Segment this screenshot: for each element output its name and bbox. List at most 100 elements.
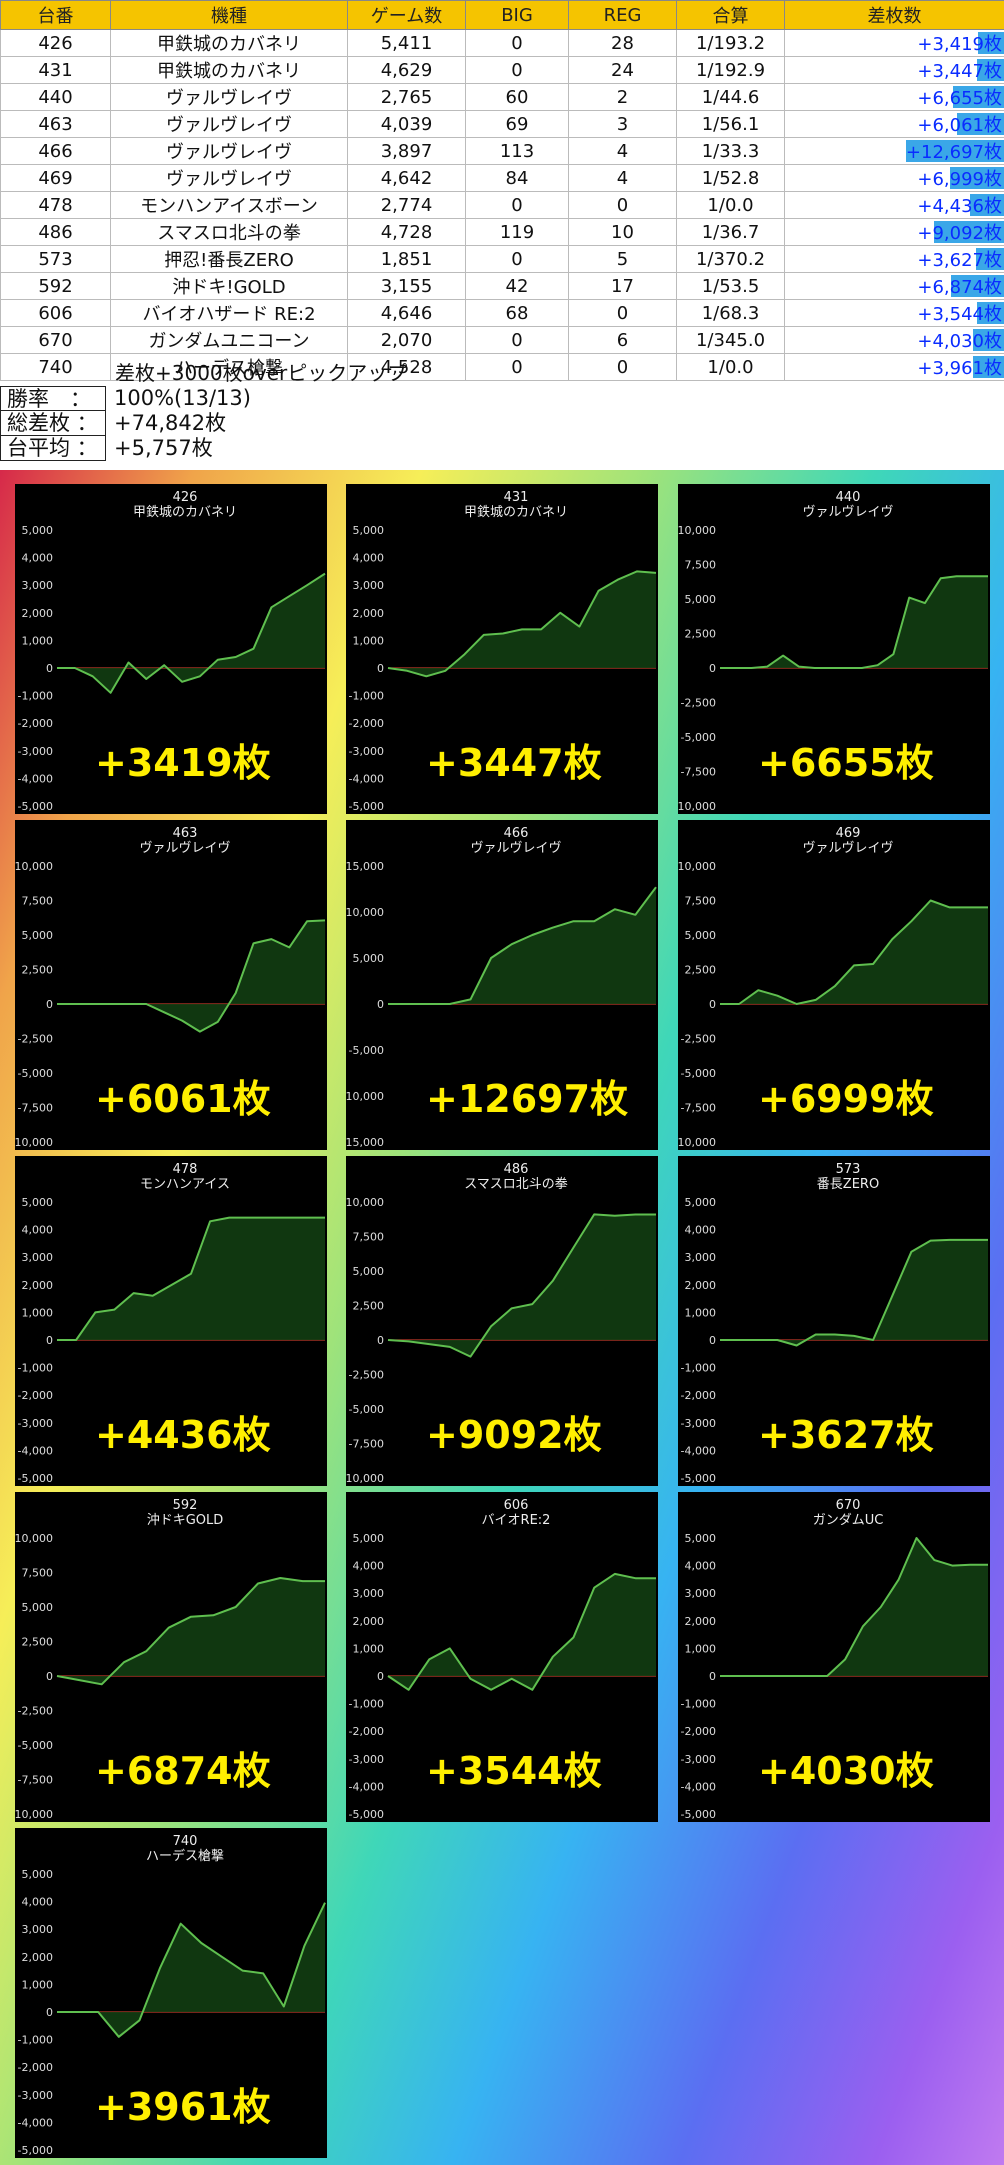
- cell-games: 4,629: [347, 56, 466, 84]
- y-tick-label: -7,500: [681, 1102, 716, 1115]
- cell-diff: +9,092枚: [784, 218, 1004, 246]
- charts-panel: 426 甲鉄城のカバネリ 5,000 4,000 3,000 2,000 1,000 0 -1,…: [0, 470, 1004, 2165]
- cell-games: 4,528: [347, 353, 466, 381]
- y-tick-label: 0: [377, 1334, 384, 1347]
- y-tick-label: -5,000: [18, 800, 53, 813]
- cell-diff: +3,627枚: [784, 245, 1004, 273]
- stat-label: 総差枚 ：: [0, 411, 106, 436]
- chart-card-440: 440 ヴァルヴレイヴ 10,000 7,500 5,000 2,500 0 -2,500 -5…: [678, 484, 990, 814]
- chart-card-478: 478 モンハンアイス 5,000 4,000 3,000 2,000 1,000 0 -1,0…: [15, 1156, 327, 1486]
- diff-bar: [972, 329, 1004, 351]
- stat-value: 100%(13/13): [114, 386, 251, 410]
- cell-reg: 0: [568, 353, 677, 381]
- chart-title: ガンダムUC: [813, 1513, 884, 1528]
- y-tick-label: 5,000: [22, 524, 54, 537]
- chart-number: 440: [836, 490, 861, 505]
- chart-card-740: 740 ハーデス槍撃 5,000 4,000 3,000 2,000 1,000 0 -1,00…: [15, 1828, 327, 2158]
- series-line: [388, 886, 657, 1005]
- cell-total: 1/53.5: [676, 272, 785, 300]
- y-tick-label: 5,000: [22, 1868, 54, 1881]
- series-line: [57, 919, 326, 1033]
- table-row: 478 モンハンアイスボーン 2,774 0 0 1/0.0 +4,436枚: [0, 191, 1004, 219]
- diff-bar: [977, 59, 1004, 81]
- cell-games: 4,642: [347, 164, 466, 192]
- cell-games: 4,728: [347, 218, 466, 246]
- y-tick-label: -1,000: [681, 1362, 716, 1375]
- cell-reg: 0: [568, 299, 677, 327]
- cell-total: 1/0.0: [676, 191, 785, 219]
- series-area: [57, 1902, 325, 2037]
- cell-diff: +6,999枚: [784, 164, 1004, 192]
- series-line: [720, 1537, 988, 1677]
- y-tick-label: -5,000: [349, 1403, 384, 1416]
- y-tick-label: 2,000: [353, 607, 385, 620]
- cell-number: 466: [0, 137, 111, 165]
- y-tick-label: 0: [709, 998, 716, 1011]
- cell-model: 押忍!番長ZERO: [110, 245, 348, 273]
- cell-diff: +4,030枚: [784, 326, 1004, 354]
- cell-total: 1/68.3: [676, 299, 785, 327]
- cell-big: 84: [465, 164, 569, 192]
- cell-big: 42: [465, 272, 569, 300]
- diff-value: +3,419枚: [917, 34, 1002, 55]
- y-tick-label: -2,000: [18, 717, 53, 730]
- y-tick-label: 5,000: [22, 1601, 54, 1614]
- y-tick-label: 0: [46, 662, 53, 675]
- series-line: [387, 1572, 656, 1691]
- y-tick-label: 15,000: [346, 860, 384, 873]
- table-row: 740 ハーデス槍撃 4,528 0 0 1/0.0 +3,961枚: [0, 353, 1004, 381]
- chart-number: 740: [173, 1834, 198, 1849]
- cell-number: 469: [0, 164, 111, 192]
- cell-reg: 4: [568, 137, 677, 165]
- y-tick-label: 1,000: [353, 1642, 385, 1655]
- y-tick-label: 3,000: [353, 579, 385, 592]
- y-tick-label: 5,000: [353, 1532, 385, 1545]
- series-line: [387, 1213, 656, 1358]
- series-area: [57, 920, 325, 1032]
- diff-value: +3,961枚: [917, 358, 1002, 379]
- y-tick-label: -1,000: [349, 690, 384, 703]
- series-line: [56, 1577, 325, 1686]
- diff-bar: [976, 302, 1004, 324]
- diff-value: +6,874枚: [917, 277, 1002, 298]
- chart-card-592: 592 沖ドキGOLD 10,000 7,500 5,000 2,500 0 -2,500 -5…: [15, 1492, 327, 1822]
- y-tick-label: -2,500: [681, 1033, 716, 1046]
- y-tick-label: 0: [46, 1334, 53, 1347]
- cell-number: 440: [0, 83, 111, 111]
- cell-games: 3,897: [347, 137, 466, 165]
- cell-diff: +3,544枚: [784, 299, 1004, 327]
- y-tick-label: -2,500: [681, 697, 716, 710]
- diff-value: +3,447枚: [917, 61, 1002, 82]
- y-tick-label: -5,000: [18, 1739, 53, 1752]
- table-row: 431 甲鉄城のカバネリ 4,629 0 24 1/192.9 +3,447枚: [0, 56, 1004, 84]
- chart-number: 426: [173, 490, 198, 505]
- chart-card-606: 606 バイオRE:2 5,000 4,000 3,000 2,000 1,000 0 -1,0…: [346, 1492, 658, 1822]
- cell-big: 60: [465, 83, 569, 111]
- y-tick-label: 10,000: [678, 860, 716, 873]
- y-tick-label: 7,500: [22, 1567, 54, 1580]
- cell-total: 1/33.3: [676, 137, 785, 165]
- cell-number: 670: [0, 326, 111, 354]
- y-tick-label: -5,000: [349, 1044, 384, 1057]
- y-tick-label: 3,000: [685, 1251, 717, 1264]
- cell-number: 740: [0, 353, 111, 381]
- stat-value: +74,842枚: [114, 411, 227, 435]
- y-tick-label: 10,000: [678, 524, 716, 537]
- stat-value: +5,757枚: [114, 436, 213, 460]
- cell-model: スマスロ北斗の拳: [110, 218, 348, 246]
- table-row: 606 バイオハザード RE:2 4,646 68 0 1/68.3 +3,544枚: [0, 299, 1004, 327]
- header-diff: 差枚数: [784, 0, 1004, 30]
- series-area: [388, 571, 656, 677]
- chart-title: 番長ZERO: [817, 1177, 879, 1192]
- y-tick-label: -5,000: [349, 800, 384, 813]
- chart-card-431: 431 甲鉄城のカバネリ 5,000 4,000 3,000 2,000 1,000 0 -1,…: [346, 484, 658, 814]
- cell-total: 1/56.1: [676, 110, 785, 138]
- cell-games: 5,411: [347, 29, 466, 57]
- cell-diff: +4,436枚: [784, 191, 1004, 219]
- cell-total: 1/0.0: [676, 353, 785, 381]
- y-tick-label: 3,000: [685, 1587, 717, 1600]
- series-area: [720, 1538, 988, 1676]
- y-tick-label: 4,000: [353, 552, 385, 565]
- chart-result-label: +6655枚: [758, 741, 934, 785]
